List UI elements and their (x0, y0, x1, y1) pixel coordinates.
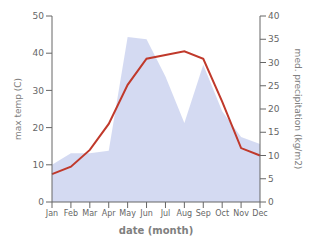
svg-text:Jul: Jul (160, 209, 171, 218)
svg-text:Oct: Oct (215, 209, 229, 218)
svg-text:Feb: Feb (64, 209, 78, 218)
svg-text:20: 20 (268, 104, 280, 114)
svg-text:40: 40 (33, 48, 45, 58)
svg-text:50: 50 (33, 11, 45, 21)
svg-text:30: 30 (268, 58, 280, 68)
svg-text:25: 25 (268, 81, 279, 91)
svg-text:10: 10 (268, 151, 280, 161)
svg-text:med. precipitation (kg/m2): med. precipitation (kg/m2) (293, 49, 303, 170)
svg-text:Aug: Aug (177, 209, 193, 218)
svg-text:30: 30 (33, 86, 45, 96)
svg-text:Sep: Sep (196, 209, 211, 218)
svg-text:15: 15 (268, 127, 279, 137)
svg-text:May: May (119, 209, 136, 218)
svg-text:40: 40 (268, 11, 280, 21)
svg-text:10: 10 (33, 160, 45, 170)
svg-text:Nov: Nov (233, 209, 249, 218)
svg-text:date (month): date (month) (119, 225, 193, 236)
svg-text:0: 0 (38, 197, 44, 207)
svg-text:max temp (C): max temp (C) (13, 78, 23, 140)
svg-text:Jun: Jun (139, 209, 153, 218)
svg-text:Dec: Dec (252, 209, 267, 218)
svg-text:Jan: Jan (45, 209, 58, 218)
svg-text:35: 35 (268, 34, 279, 44)
svg-text:Apr: Apr (102, 209, 117, 218)
svg-text:Mar: Mar (82, 209, 98, 218)
svg-text:20: 20 (33, 123, 45, 133)
svg-text:0: 0 (268, 197, 274, 207)
svg-text:5: 5 (268, 174, 274, 184)
